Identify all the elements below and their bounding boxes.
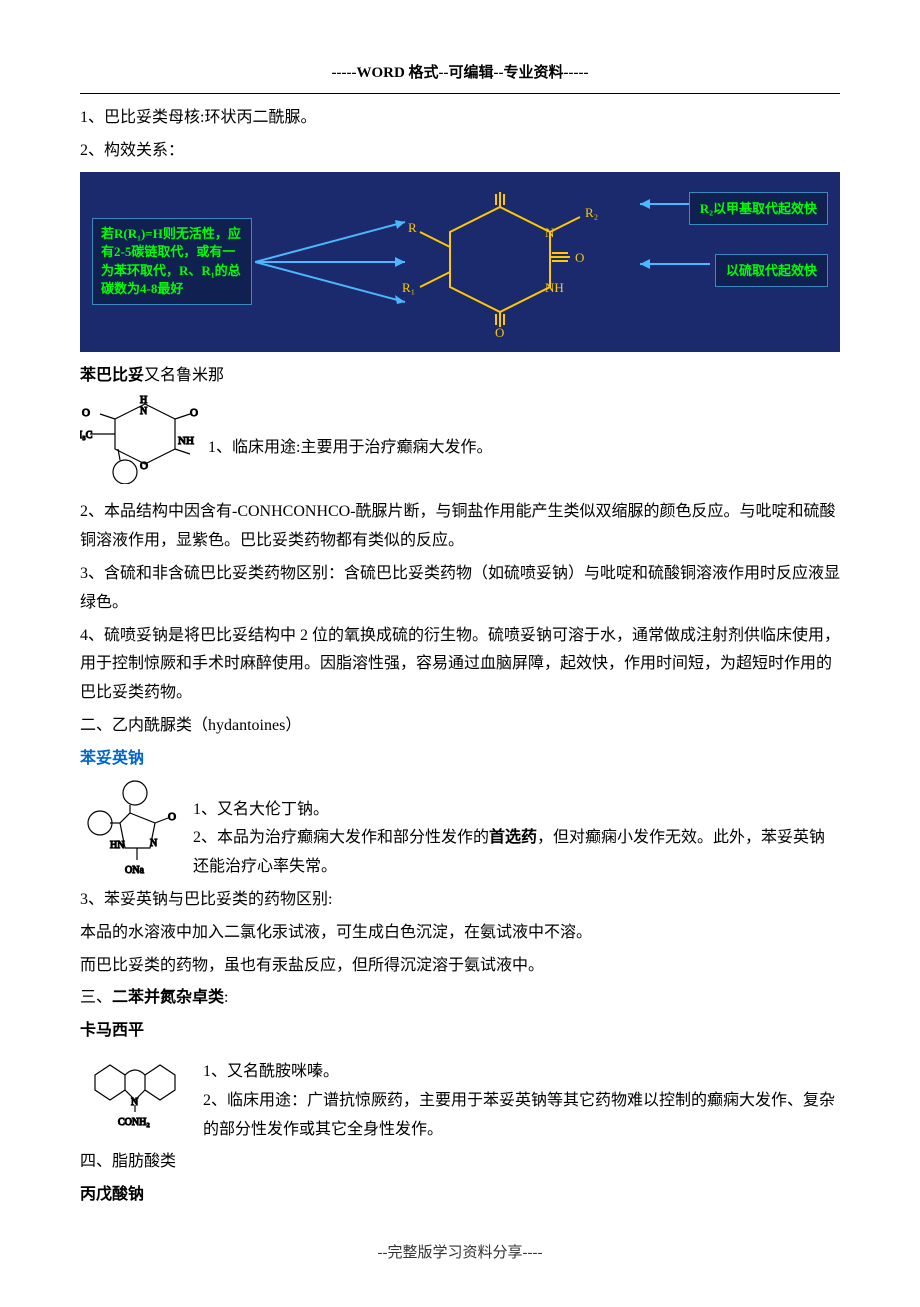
svg-text:N: N xyxy=(140,406,147,417)
dibenzazepine-title: 三、二苯并氮杂卓类: xyxy=(80,984,840,1013)
para-1: 1、巴比妥类母核:环状丙二酰脲。 xyxy=(80,104,840,133)
para-2: 2、构效关系： xyxy=(80,137,840,166)
carbamazepine-name: 卡马西平 xyxy=(80,1017,840,1046)
phenobarbital-title: 苯巴比妥又名鲁米那 xyxy=(80,362,840,391)
arrow-o xyxy=(630,257,710,272)
hydantoin-title: 二、乙内酰脲类（hydantoines） xyxy=(80,712,840,741)
svg-text:HN: HN xyxy=(110,840,124,851)
phenytoin-p5: 而巴比妥类的药物，虽也有汞盐反应，但所得沉淀溶于氨试液中。 xyxy=(80,952,840,981)
svg-text:O: O xyxy=(82,407,90,419)
svg-text:O: O xyxy=(168,811,176,823)
sar-diagram: 若R(R₁)=H则无活性，应有2-5碳链取代，或有一为苯环取代，R、R₁的总碳数… xyxy=(80,172,840,352)
valproate-name: 丙戊酸钠 xyxy=(80,1181,840,1210)
phenytoin-p3: 3、苯妥英钠与巴比妥类的药物区别: xyxy=(80,886,840,915)
phenytoin-p1: 1、又名大伦丁钠。 xyxy=(193,796,840,825)
phenobarbital-alias: 又名鲁米那 xyxy=(144,367,224,384)
svg-text:O: O xyxy=(575,250,584,265)
phenytoin-p4: 本品的水溶液中加入二氯化汞试液，可生成白色沉淀，在氨试液中不溶。 xyxy=(80,919,840,948)
carbamazepine-p1: 1、又名酰胺咪嗪。 xyxy=(203,1058,840,1087)
phenobarbital-p4: 4、硫喷妥钠是将巴比妥结构中 2 位的氧换成硫的衍生物。硫喷妥钠可溶于水，通常做… xyxy=(80,622,840,708)
page-footer: --完整版学习资料分享---- xyxy=(80,1240,840,1267)
phenobarbital-name: 苯巴比妥 xyxy=(80,367,144,384)
svg-text:O: O xyxy=(495,192,504,193)
svg-text:H: H xyxy=(140,395,147,406)
carbamazepine-p2: 2、临床用途：广谱抗惊厥药，主要用于苯妥英钠等其它药物难以控制的癫痫大发作、复杂… xyxy=(203,1087,840,1145)
svg-text:N: N xyxy=(545,225,555,240)
carbamazepine-structure: N CONH₂ xyxy=(80,1050,195,1130)
fatty-acid-title: 四、脂肪酸类 xyxy=(80,1148,840,1177)
diagram-note-r2: R₂以甲基取代起效快 xyxy=(689,192,828,225)
phenytoin-p2: 2、本品为治疗癫痫大发作和部分性发作的首选药，但对癫痫小发作无效。此外，苯妥英钠… xyxy=(193,824,840,882)
phenytoin-structure: O HN N ONa xyxy=(80,778,185,878)
page-header: -----WORD 格式--可编辑--专业资料----- xyxy=(80,60,840,94)
svg-text:R: R xyxy=(408,220,417,235)
svg-text:H₃C: H₃C xyxy=(80,430,93,441)
svg-text:NH: NH xyxy=(545,280,564,295)
svg-text:O: O xyxy=(190,407,198,419)
svg-text:O: O xyxy=(495,325,504,337)
svg-text:NH: NH xyxy=(178,435,194,447)
svg-text:R₂: R₂ xyxy=(585,205,598,220)
diagram-structure: O O O R R₁ R₂ N NH xyxy=(400,192,630,337)
phenobarbital-p1: 1、临床用途:主要用于治疗癫痫大发作。 xyxy=(208,439,492,456)
svg-text:ONa: ONa xyxy=(125,865,144,876)
svg-text:N: N xyxy=(150,838,157,849)
diagram-left-arrows xyxy=(255,202,415,322)
phenobarbital-structure: O O NH H N H₃C O xyxy=(80,394,200,484)
diagram-note-sulfur: 以硫取代起效快 xyxy=(715,254,828,287)
svg-text:R₁: R₁ xyxy=(402,280,415,295)
phenobarbital-p3: 3、含硫和非含硫巴比妥类药物区别：含硫巴比妥类药物（如硫喷妥钠）与吡啶和硫酸铜溶… xyxy=(80,560,840,618)
phenobarbital-p2: 2、本品结构中因含有-CONHCONHCO-酰脲片断，与铜盐作用能产生类似双缩脲… xyxy=(80,498,840,556)
svg-text:CONH₂: CONH₂ xyxy=(118,1117,150,1128)
svg-text:O: O xyxy=(140,460,148,472)
phenytoin-name: 苯妥英钠 xyxy=(80,745,840,774)
diagram-left-note: 若R(R₁)=H则无活性，应有2-5碳链取代，或有一为苯环取代，R、R₁的总碳数… xyxy=(92,218,252,305)
